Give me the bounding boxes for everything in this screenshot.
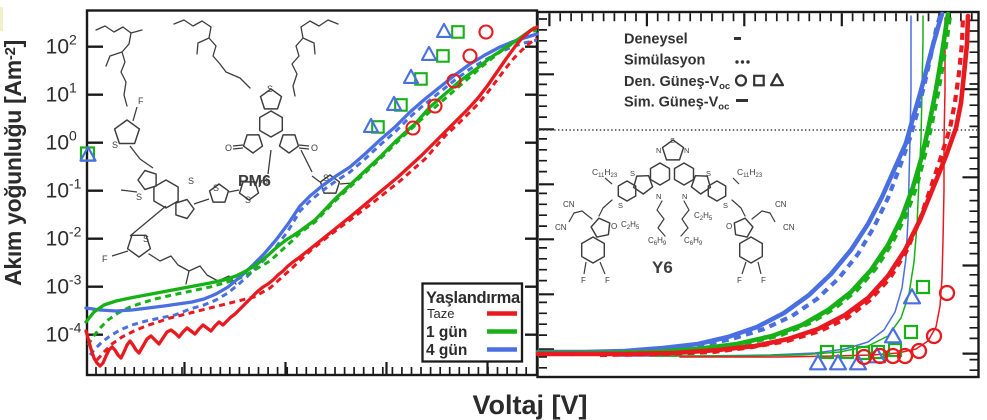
svg-text:2: 2 bbox=[69, 32, 77, 48]
svg-text:S: S bbox=[143, 234, 149, 244]
svg-text:O: O bbox=[611, 222, 617, 231]
svg-text:S: S bbox=[188, 176, 194, 186]
svg-text:S: S bbox=[323, 173, 329, 183]
svg-text:Sim. Güneş-Voc: Sim. Güneş-Voc bbox=[624, 95, 729, 113]
svg-text:10: 10 bbox=[46, 180, 69, 203]
svg-text:S: S bbox=[630, 169, 635, 178]
svg-text:F: F bbox=[737, 276, 742, 285]
svg-text:-2: -2 bbox=[69, 224, 82, 240]
svg-text:C2H5: C2H5 bbox=[694, 211, 713, 222]
svg-text:S: S bbox=[723, 201, 728, 210]
svg-text:N: N bbox=[682, 192, 687, 201]
svg-text:CN: CN bbox=[783, 223, 795, 232]
svg-text:Yaşlandırma: Yaşlandırma bbox=[426, 289, 521, 307]
svg-text:Y6: Y6 bbox=[652, 258, 673, 277]
svg-text:S: S bbox=[706, 169, 711, 178]
svg-text:10: 10 bbox=[46, 324, 69, 347]
svg-text:Akım yoğunluğu [Am-2]: Akım yoğunluğu [Am-2] bbox=[0, 40, 26, 286]
svg-text:S: S bbox=[618, 201, 623, 210]
svg-text:4 gün: 4 gün bbox=[426, 342, 467, 359]
svg-text:C2H5: C2H5 bbox=[621, 220, 640, 231]
svg-text:Voltaj [V]: Voltaj [V] bbox=[472, 390, 587, 420]
svg-text:CN: CN bbox=[563, 200, 575, 209]
svg-text:F: F bbox=[102, 254, 108, 264]
svg-text:0: 0 bbox=[69, 128, 77, 144]
svg-text:Deneysel: Deneysel bbox=[624, 32, 688, 48]
svg-text:10: 10 bbox=[46, 36, 69, 59]
svg-text:Simülasyon: Simülasyon bbox=[624, 53, 705, 69]
svg-text:N: N bbox=[656, 192, 661, 201]
svg-text:S: S bbox=[267, 84, 273, 94]
svg-text:Den. Güneş-Voc: Den. Güneş-Voc bbox=[624, 74, 730, 92]
svg-text:CN: CN bbox=[775, 200, 787, 209]
svg-text:1 gün: 1 gün bbox=[426, 324, 467, 341]
svg-text:-1: -1 bbox=[69, 176, 82, 192]
svg-text:1: 1 bbox=[69, 80, 77, 96]
svg-text:S: S bbox=[136, 192, 142, 202]
svg-text:F: F bbox=[581, 276, 586, 285]
svg-text:O: O bbox=[311, 143, 318, 153]
svg-text:S: S bbox=[112, 140, 118, 150]
svg-text:F: F bbox=[138, 96, 144, 106]
svg-text:10: 10 bbox=[46, 132, 69, 155]
svg-text:-4: -4 bbox=[69, 320, 82, 336]
svg-text:S: S bbox=[245, 195, 251, 205]
svg-text:PM6: PM6 bbox=[238, 173, 271, 190]
svg-text:F: F bbox=[761, 276, 766, 285]
svg-text:10: 10 bbox=[46, 84, 69, 107]
svg-text:S: S bbox=[262, 176, 268, 186]
svg-text:O: O bbox=[225, 143, 232, 153]
svg-text:C6H9: C6H9 bbox=[648, 236, 667, 247]
svg-text:Taze: Taze bbox=[427, 306, 454, 321]
svg-text:S: S bbox=[213, 183, 219, 193]
svg-text:C6H9: C6H9 bbox=[684, 236, 703, 247]
svg-text:F: F bbox=[605, 276, 610, 285]
svg-text:CN: CN bbox=[555, 223, 567, 232]
svg-text:O: O bbox=[726, 222, 732, 231]
svg-text:10: 10 bbox=[46, 276, 69, 299]
svg-text:N: N bbox=[656, 146, 661, 155]
svg-text:N: N bbox=[684, 146, 689, 155]
svg-text:-3: -3 bbox=[69, 272, 82, 288]
svg-text:10: 10 bbox=[46, 228, 69, 251]
svg-text:S: S bbox=[670, 136, 675, 145]
